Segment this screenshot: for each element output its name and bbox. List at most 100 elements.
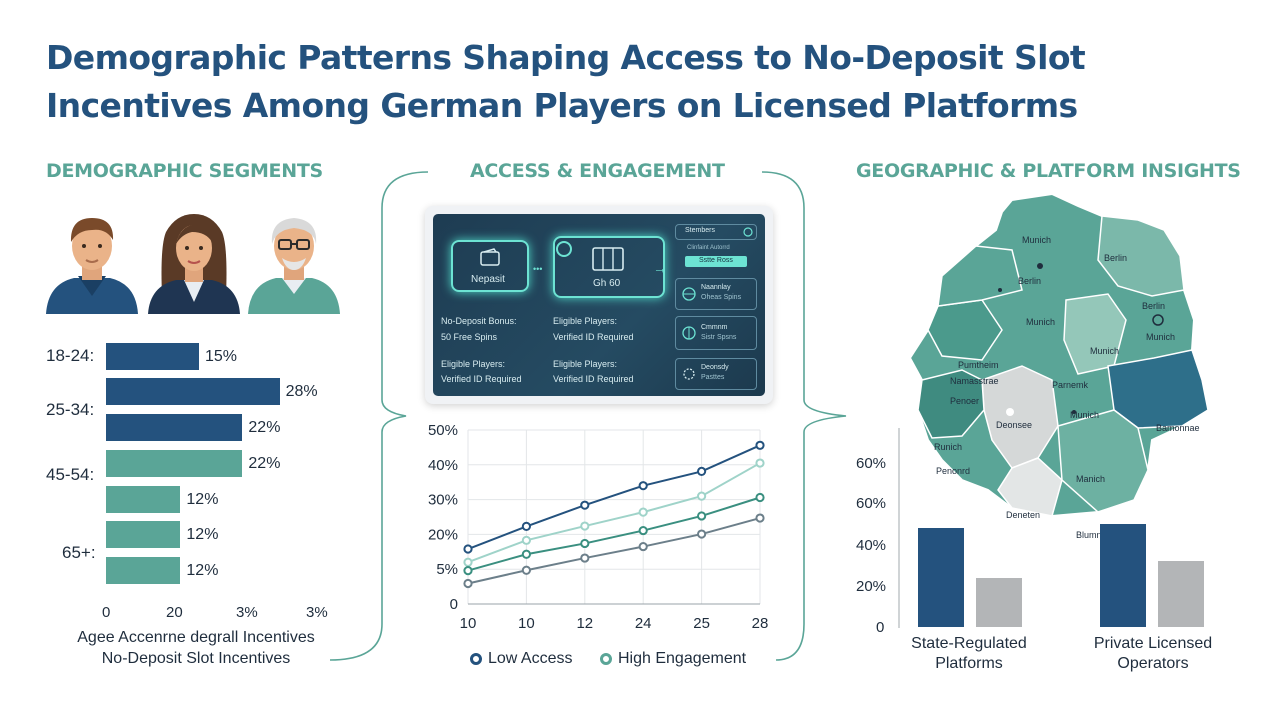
right-brace-icon bbox=[761, 171, 847, 661]
side-tab-1[interactable] bbox=[675, 224, 757, 240]
series-point bbox=[755, 440, 765, 450]
series-point bbox=[755, 513, 765, 523]
map-label: Munich bbox=[1146, 332, 1176, 342]
platform-chart-axis bbox=[898, 428, 900, 628]
platform-y-tick: 20% bbox=[856, 578, 887, 595]
flow-arrow-icon: → bbox=[653, 260, 667, 276]
series-line bbox=[467, 496, 761, 572]
y-tick-label: 40% bbox=[428, 457, 458, 474]
side-tab-2[interactable] bbox=[685, 256, 747, 267]
side-item-2[interactable] bbox=[675, 316, 757, 350]
map-label: Penonrd bbox=[936, 466, 971, 476]
deposit-box-label: Nepasit bbox=[471, 274, 505, 285]
age-axis-tick: 3% bbox=[306, 604, 328, 621]
age-bar-value-label: 22% bbox=[248, 419, 281, 436]
side-tab-1-label: Stembers bbox=[685, 227, 715, 234]
map-label: Deonsee bbox=[996, 420, 1033, 430]
platform-bar bbox=[1100, 524, 1146, 627]
side-item-2-title: Cmmnm bbox=[701, 324, 728, 331]
map-label: Munich bbox=[1026, 317, 1056, 327]
map-label: Pumtheim bbox=[958, 360, 999, 370]
slot-machine-icon bbox=[592, 247, 624, 271]
age-bar bbox=[106, 557, 181, 584]
age-bar bbox=[106, 378, 280, 405]
series-line bbox=[467, 517, 761, 585]
series-point bbox=[638, 481, 648, 491]
map-label: Penoer bbox=[950, 396, 980, 406]
legend-high-engagement-label: High Engagement bbox=[618, 650, 747, 667]
left-brace-icon bbox=[330, 171, 429, 661]
side-item-3[interactable] bbox=[675, 358, 757, 390]
age-axis-tick: 20 bbox=[166, 604, 183, 621]
age-axis-tick: 3% bbox=[236, 604, 258, 621]
x-tick-label: 10 bbox=[460, 615, 477, 632]
section-title-geo: GEOGRAPHIC & PLATFORM INSIGHTS bbox=[856, 160, 1241, 182]
globe-icon bbox=[682, 326, 696, 340]
bonus-row-label: Eligible Players: bbox=[441, 359, 506, 369]
series-point bbox=[638, 507, 648, 517]
side-item-1-sub: Oheas Spins bbox=[701, 294, 742, 301]
side-item-3-title: Deonsdy bbox=[701, 364, 729, 371]
age-chart-caption-line1: Agee Accenrne degrall Incentives bbox=[77, 629, 315, 646]
x-tick-label: 10 bbox=[518, 615, 535, 632]
age-bar-value-label: 15% bbox=[205, 348, 238, 365]
age-bar bbox=[106, 521, 181, 548]
deposit-box bbox=[451, 240, 529, 292]
bonus-row-value: 50 Free Spins bbox=[441, 332, 498, 342]
bonus-row-label: Eligible Players: bbox=[553, 359, 618, 369]
y-tick-label: 5% bbox=[436, 561, 458, 578]
side-item-1-title: Naannlay bbox=[701, 284, 731, 291]
wallet-icon bbox=[480, 248, 500, 266]
germany-map bbox=[908, 192, 1210, 518]
series-point bbox=[580, 521, 590, 531]
platform-bar bbox=[976, 577, 1022, 627]
age-bar bbox=[106, 343, 199, 370]
platform-y-tick: 60% bbox=[856, 455, 887, 472]
series-point bbox=[697, 529, 707, 539]
legend-high-engagement-marker bbox=[600, 653, 612, 665]
series-point bbox=[697, 511, 707, 521]
series-point bbox=[638, 541, 648, 552]
y-tick-label: 30% bbox=[428, 492, 458, 509]
age-bar bbox=[106, 414, 243, 441]
info-circle-icon bbox=[743, 227, 753, 237]
map-label: Munich bbox=[1070, 410, 1100, 420]
series-point bbox=[755, 492, 765, 503]
y-tick-label: 20% bbox=[428, 526, 458, 543]
series-point bbox=[580, 553, 590, 563]
access-line-chart: 50%40%30%20%5%010 10 12 24 25 28 bbox=[428, 422, 768, 632]
age-chart-caption-line2: No-Deposit Slot Incentives bbox=[101, 650, 291, 667]
platform-category-private-line2: Operators bbox=[1117, 655, 1189, 672]
flow-dots: ••• bbox=[533, 264, 543, 274]
map-label: Parnemk bbox=[1052, 380, 1089, 390]
series-line bbox=[467, 462, 761, 564]
side-item-1[interactable] bbox=[675, 278, 757, 310]
platform-category-private-line1: Private Licensed bbox=[1093, 635, 1213, 652]
legend-high-engagement: High Engagement bbox=[600, 650, 746, 668]
platform-y-tick: 60% bbox=[856, 495, 887, 512]
age-bar bbox=[106, 450, 243, 477]
series-point bbox=[463, 557, 473, 567]
map-label: Berlin bbox=[1018, 276, 1042, 286]
section-title-access: ACCESS & ENGAGEMENT bbox=[470, 160, 725, 182]
young-man-avatar-icon bbox=[46, 218, 138, 314]
age-label-18-24: 18-24: bbox=[46, 346, 95, 365]
page-title: Demographic Patterns Shaping Access to N… bbox=[46, 38, 1086, 125]
age-bar-value-label: 12% bbox=[186, 491, 219, 508]
free-spins-box bbox=[553, 236, 665, 298]
age-bar bbox=[106, 486, 181, 513]
map-label: Berlin bbox=[1142, 301, 1166, 311]
platform-category-private: Private Licensed Operators bbox=[1078, 634, 1228, 674]
map-label: Munich bbox=[1022, 235, 1052, 245]
section-title-demographic: DEMOGRAPHIC SEGMENTS bbox=[46, 160, 323, 182]
bonus-row-value: Verified ID Required bbox=[441, 374, 522, 384]
platform-y-tick: 0 bbox=[876, 619, 885, 636]
side-item-3-sub: Pasttes bbox=[701, 374, 725, 381]
senior-man-avatar-icon bbox=[248, 218, 340, 314]
x-tick-label: 25 bbox=[693, 615, 710, 632]
x-tick-label: 24 bbox=[635, 615, 652, 632]
woman-avatar-icon bbox=[148, 214, 240, 314]
bonus-dashboard-screen: Nepasit ••• Gh 60 → No-Deposit Bonus: El… bbox=[433, 214, 765, 396]
platform-bar bbox=[1158, 561, 1204, 627]
legend-low-access-marker bbox=[470, 653, 482, 665]
